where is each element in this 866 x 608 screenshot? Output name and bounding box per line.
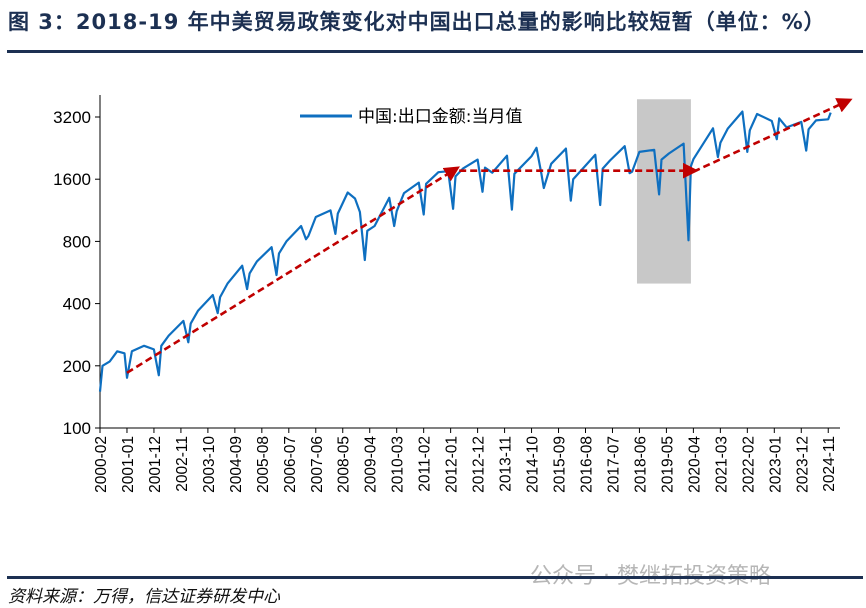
x-tick-label: 2002-11 bbox=[174, 436, 191, 492]
x-tick-label: 2023-12 bbox=[794, 436, 811, 493]
figure-title: 图 3：2018-19 年中美贸易政策变化对中国出口总量的影响比较短暂（单位：%… bbox=[8, 10, 826, 34]
source-note: 资料来源：万得，信达证券研发中心 bbox=[8, 587, 280, 607]
source-rule bbox=[7, 576, 863, 579]
title-rule bbox=[7, 50, 863, 53]
x-tick-label: 2001-12 bbox=[147, 436, 164, 493]
x-tick-label: 2012-01 bbox=[444, 436, 461, 493]
x-tick-label: 2018-06 bbox=[632, 436, 649, 493]
y-tick-label: 1600 bbox=[53, 170, 91, 189]
trend-arrow bbox=[692, 98, 853, 173]
y-tick-label: 3200 bbox=[53, 108, 91, 127]
x-tick-label: 2016-08 bbox=[578, 436, 595, 493]
x-tick-label: 2019-05 bbox=[659, 436, 676, 493]
y-tick-label: 100 bbox=[63, 419, 91, 438]
shaded-region bbox=[636, 99, 691, 284]
y-tick-label: 800 bbox=[63, 232, 91, 251]
x-tick-label: 2022-02 bbox=[740, 436, 757, 493]
x-tick-label: 2020-04 bbox=[686, 436, 703, 493]
y-tick-label: 400 bbox=[63, 295, 91, 314]
x-tick-label: 2024-11 bbox=[821, 436, 838, 492]
x-tick-label: 2000-02 bbox=[93, 436, 110, 493]
x-tick-label: 2017-07 bbox=[605, 436, 622, 493]
x-tick-label: 2001-01 bbox=[120, 436, 137, 493]
x-tick-label: 2010-03 bbox=[390, 436, 407, 493]
legend-label: 中国:出口金额:当月值 bbox=[358, 107, 522, 127]
x-tick-label: 2007-06 bbox=[309, 436, 326, 493]
x-tick-label: 2006-07 bbox=[282, 436, 299, 493]
watermark: 公众号 · 樊继拓投资策略 bbox=[530, 564, 771, 589]
x-tick-label: 2008-05 bbox=[336, 436, 353, 493]
x-tick-label: 2009-04 bbox=[363, 436, 380, 493]
x-tick-label: 2005-08 bbox=[255, 436, 272, 493]
x-tick-label: 2021-03 bbox=[713, 436, 730, 493]
y-tick-label: 200 bbox=[63, 357, 91, 376]
x-tick-label: 2013-11 bbox=[498, 436, 515, 492]
x-tick-label: 2004-09 bbox=[228, 436, 245, 493]
x-tick-label: 2015-09 bbox=[552, 436, 569, 493]
x-tick-label: 2003-10 bbox=[201, 436, 218, 493]
x-tick-label: 2023-01 bbox=[767, 436, 784, 493]
x-tick-label: 2014-10 bbox=[525, 436, 542, 493]
series-line bbox=[98, 110, 832, 392]
trend-arrow bbox=[126, 166, 460, 374]
x-tick-label: 2012-12 bbox=[471, 436, 488, 493]
x-tick-label: 2011-02 bbox=[417, 436, 434, 492]
